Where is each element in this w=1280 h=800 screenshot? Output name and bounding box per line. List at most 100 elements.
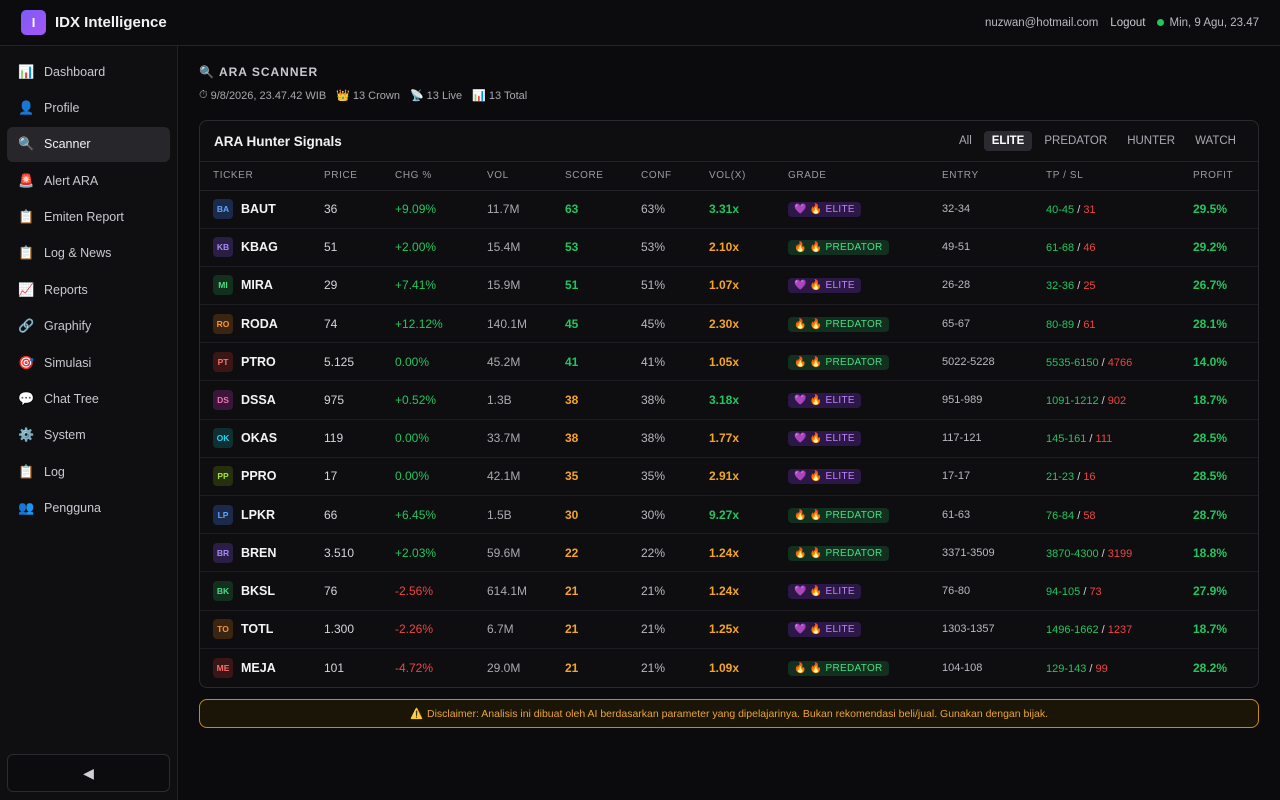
- users-icon: 👥: [18, 500, 35, 516]
- purple-heart-icon: 💜: [794, 204, 807, 216]
- confidence-cell: 35%: [628, 457, 696, 497]
- table-row[interactable]: PP PPRO 17 0.00% 42.1M 35 35% 2.91x 💜 🔥 …: [200, 457, 1258, 497]
- ticker-symbol[interactable]: PPRO: [241, 469, 277, 484]
- price-cell: 66: [311, 495, 382, 535]
- filter-tab-hunter[interactable]: HUNTER: [1127, 135, 1176, 147]
- table-row[interactable]: MI MIRA 29 +7.41% 15.9M 51 51% 1.07x 💜 🔥…: [200, 266, 1258, 306]
- entry-cell: 65-67: [929, 304, 1033, 344]
- price-cell: 3.510: [311, 533, 382, 573]
- sidebar-item-alert-ara[interactable]: 🚨 Alert ARA: [7, 163, 170, 198]
- ticker-cell: KB KBAG: [200, 228, 311, 267]
- table-row[interactable]: TO TOTL 1.300 -2.26% 6.7M 21 21% 1.25x 💜…: [200, 610, 1258, 649]
- sidebar-item-chat-tree[interactable]: 💬 Chat Tree: [7, 382, 170, 417]
- price-cell: 36: [311, 190, 382, 229]
- change-cell: +0.52%: [382, 380, 474, 420]
- filter-tab-predator[interactable]: PREDATOR: [1044, 135, 1108, 147]
- sidebar-item-log-news[interactable]: 📋 Log & News: [7, 236, 170, 271]
- table-row[interactable]: BK BKSL 76 -2.56% 614.1M 21 21% 1.24x 💜 …: [200, 571, 1258, 611]
- table-row[interactable]: ME MEJA 101 -4.72% 29.0M 21 21% 1.09x 🔥 …: [200, 648, 1258, 686]
- entry-cell: 32-34: [929, 190, 1033, 229]
- link-icon: 🔗: [18, 318, 35, 334]
- tp-sl-cell: 32-36 / 25: [1033, 266, 1180, 306]
- sidebar-item-graphify[interactable]: 🔗 Graphify: [7, 309, 170, 344]
- table-header-row: TICKER PRICE CHG % VOL SCORE CONF VOL(X) GRADE E…: [200, 162, 1258, 191]
- change-cell: 0.00%: [382, 419, 474, 458]
- table-row[interactable]: BR BREN 3.510 +2.03% 59.6M 22 22% 1.24x …: [200, 533, 1258, 573]
- ticker-symbol[interactable]: OKAS: [241, 431, 278, 446]
- volume-cell: 140.1M: [474, 304, 552, 344]
- sidebar-item-label: Log: [44, 464, 65, 479]
- sidebar-item-dashboard[interactable]: 📊 Dashboard: [7, 54, 170, 89]
- ticker-symbol[interactable]: RODA: [241, 316, 278, 331]
- grade-cell: 🔥 🔥 PREDATOR: [775, 648, 929, 686]
- ticker-symbol[interactable]: MEJA: [241, 660, 276, 675]
- confidence-cell: 21%: [641, 660, 666, 675]
- table-row[interactable]: LP LPKR 66 +6.45% 1.5B 30 30% 9.27x 🔥 🔥 …: [200, 495, 1258, 535]
- tp-sl-cell: 61-68 / 46: [1033, 228, 1180, 267]
- volume-multiple-cell: 1.09x: [709, 660, 740, 675]
- volume-multiple-cell: 1.24x: [696, 571, 775, 611]
- confidence-cell: 38%: [628, 380, 696, 420]
- user-icon: 👤: [18, 99, 35, 115]
- grade-cell: 🔥 🔥 PREDATOR: [775, 342, 929, 382]
- collapse-sidebar-button[interactable]: ◀: [7, 754, 170, 792]
- table-row[interactable]: DS DSSA 975 +0.52% 1.3B 38 38% 3.18x 💜 🔥…: [200, 380, 1258, 420]
- fire-icon: 🔥: [809, 662, 823, 674]
- ticker-symbol[interactable]: LPKR: [241, 507, 276, 522]
- ticker-cell: DS DSSA: [200, 380, 311, 420]
- ticker-symbol[interactable]: BAUT: [241, 202, 276, 217]
- change-cell: 0.00%: [382, 457, 474, 497]
- profit-cell: 27.9%: [1180, 571, 1258, 611]
- grade-label: ELITE: [825, 585, 855, 597]
- ticker-symbol[interactable]: PTRO: [241, 354, 276, 369]
- grade-label: PREDATOR: [825, 356, 883, 368]
- sidebar-item-scanner[interactable]: 🔍 Scanner: [7, 126, 170, 162]
- grade-badge: 💜 🔥 ELITE: [788, 278, 861, 294]
- grade-label: PREDATOR: [825, 547, 883, 559]
- sidebar-item-pengguna[interactable]: 👥 Pengguna: [7, 491, 170, 526]
- sidebar-item-simulasi[interactable]: 🎯 Simulasi: [7, 345, 170, 380]
- fire-icon: 🔥: [794, 242, 807, 254]
- stop-loss: 61: [1083, 318, 1096, 331]
- sidebar-item-reports[interactable]: 📈 Reports: [7, 272, 170, 307]
- take-profit: 80-89: [1046, 318, 1075, 331]
- table-row[interactable]: RO RODA 74 +12.12% 140.1M 45 45% 2.30x 🔥…: [200, 304, 1258, 344]
- ticker-symbol[interactable]: KBAG: [241, 240, 278, 255]
- filter-tab-watch[interactable]: WATCH: [1195, 135, 1236, 147]
- price-cell: 5.125: [311, 342, 382, 382]
- table-row[interactable]: OK OKAS 119 0.00% 33.7M 38 38% 1.77x 💜 🔥…: [200, 419, 1258, 458]
- ticker-symbol[interactable]: BREN: [241, 545, 277, 560]
- sidebar-item-emiten-report[interactable]: 📋 Emiten Report: [7, 200, 170, 235]
- grade-label: PREDATOR: [825, 509, 883, 521]
- sidebar-item-label: Emiten Report: [44, 210, 124, 225]
- price-cell: 74: [311, 304, 382, 344]
- sidebar-item-log[interactable]: 📋 Log: [7, 454, 170, 489]
- table-row[interactable]: PT PTRO 5.125 0.00% 45.2M 41 41% 1.05x 🔥…: [200, 342, 1258, 382]
- filter-tab-all[interactable]: All: [958, 135, 972, 147]
- ticker-symbol[interactable]: DSSA: [241, 393, 276, 408]
- sidebar-item-system[interactable]: ⚙️ System: [7, 418, 170, 453]
- take-profit: 1496-1662: [1046, 624, 1099, 637]
- sidebar-item-profile[interactable]: 👤 Profile: [7, 90, 170, 125]
- bar-chart-icon: 📊: [18, 63, 35, 79]
- ticker-symbol[interactable]: BKSL: [241, 583, 276, 598]
- table-row[interactable]: BA BAUT 36 +9.09% 11.7M 63 63% 3.31x 💜 🔥…: [200, 190, 1258, 229]
- change-cell: +2.03%: [382, 533, 474, 573]
- ticker-badge: KB: [213, 237, 233, 258]
- ticker-cell: BA BAUT: [200, 190, 311, 229]
- ticker-cell: OK OKAS: [200, 419, 311, 458]
- grade-badge: 🔥 🔥 PREDATOR: [788, 354, 889, 370]
- ticker-symbol[interactable]: TOTL: [241, 622, 274, 637]
- profit-cell: 18.7%: [1180, 610, 1258, 649]
- table-row[interactable]: KB KBAG 51 +2.00% 15.4M 53 53% 2.10x 🔥 🔥…: [200, 228, 1258, 267]
- tp-sl-separator: /: [1074, 204, 1084, 217]
- stop-loss: 46: [1083, 242, 1096, 255]
- tp-sl-cell: 21-23 / 16: [1033, 457, 1180, 497]
- tp-sl-cell: 3870-4300 / 3199: [1033, 533, 1180, 573]
- grade-cell: 💜 🔥 ELITE: [775, 190, 929, 229]
- filter-tab-elite[interactable]: ELITE: [983, 131, 1033, 151]
- score-cell: 45: [552, 304, 628, 344]
- logout-link[interactable]: Logout: [1110, 16, 1146, 29]
- disclaimer-text: Disclaimer: Analisis ini dibuat oleh AI …: [427, 707, 1049, 720]
- ticker-symbol[interactable]: MIRA: [241, 278, 273, 293]
